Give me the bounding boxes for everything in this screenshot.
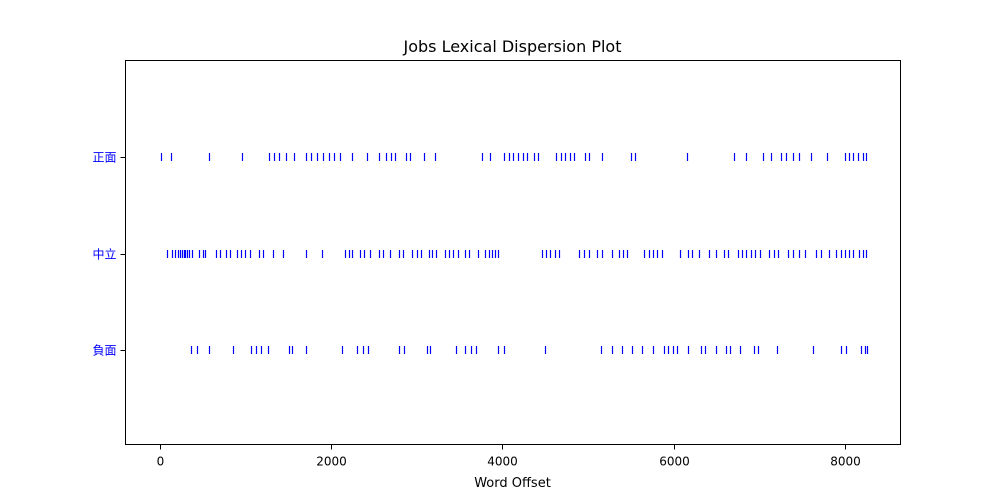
y-tick-label: 正面 xyxy=(92,151,116,165)
dispersion-marks xyxy=(160,153,869,354)
y-tick-label: 中立 xyxy=(92,247,116,262)
x-tick-label: 6000 xyxy=(659,455,690,469)
x-tick-label: 2000 xyxy=(316,455,347,469)
x-tick-label: 0 xyxy=(157,455,165,469)
plot-area-frame xyxy=(125,60,901,445)
x-tick-label: 4000 xyxy=(487,455,518,469)
x-tick-label: 8000 xyxy=(830,455,861,469)
x-axis-label: Word Offset xyxy=(474,476,551,491)
chart-title: Jobs Lexical Dispersion Plot xyxy=(403,37,622,56)
y-tick-label: 負面 xyxy=(92,344,116,358)
